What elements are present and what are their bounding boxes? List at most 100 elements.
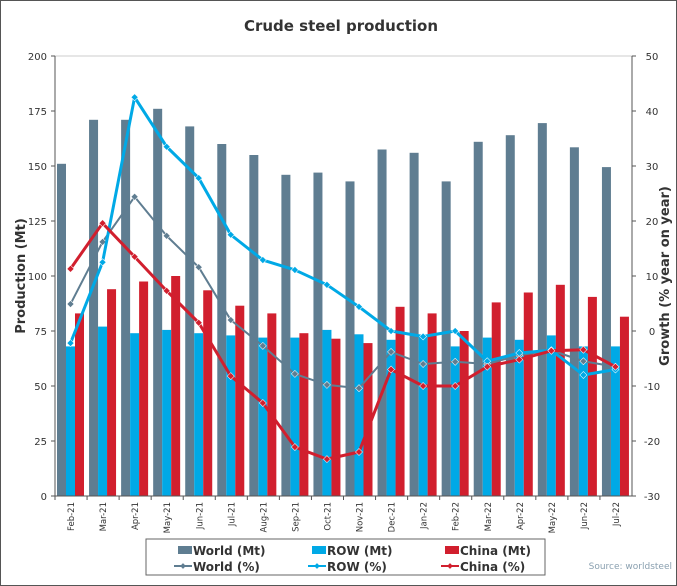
- point-china-sep-21: [290, 443, 299, 451]
- point-china-jul-21: [226, 372, 235, 380]
- point-world-may-21: [162, 231, 171, 240]
- x-tick-label: Feb-22: [452, 502, 462, 531]
- point-row-feb-22: [451, 327, 460, 335]
- x-tick-label: Jan-22: [420, 502, 430, 530]
- x-tick-label: May-21: [163, 502, 173, 533]
- bar-row-mt-jul-22: [610, 346, 620, 496]
- bar-china-mt-jul-21: [235, 305, 245, 496]
- legend-marker: [447, 563, 453, 569]
- point-row-may-21: [162, 142, 171, 151]
- source-note: Source: worldsteel: [589, 562, 672, 572]
- bar-world-mt-oct-21: [313, 172, 323, 496]
- bar-world-mt-jun-22: [569, 147, 579, 497]
- bar-china-mt-jun-22: [587, 296, 597, 496]
- bar-row-mt-jul-21: [226, 335, 236, 496]
- bar-row-mt-apr-21: [130, 333, 140, 496]
- bar-row-mt-mar-21: [98, 326, 108, 496]
- point-row-jul-21: [226, 230, 235, 239]
- point-world-sep-21: [290, 370, 299, 378]
- bar-world-mt-may-21: [153, 108, 163, 497]
- point-world-jun-22: [579, 357, 588, 366]
- x-tick-label: Mar-21: [99, 502, 109, 531]
- y2-tick-label: 20: [646, 217, 659, 228]
- point-row-jun-22: [579, 371, 588, 379]
- bar-china-mt-may-21: [171, 276, 181, 496]
- x-tick-label: Apr-21: [131, 502, 141, 530]
- point-china-feb-21: [66, 264, 75, 273]
- bar-china-mt-apr-21: [139, 281, 149, 496]
- point-world-jul-21: [226, 316, 235, 324]
- y-tick-label: 0: [41, 492, 47, 503]
- bar-world-mt-mar-22: [473, 141, 483, 497]
- y2-tick-label: 10: [646, 272, 659, 283]
- y-tick-label: 50: [34, 382, 47, 393]
- point-world-feb-21: [66, 300, 75, 308]
- point-row-sep-21: [290, 266, 299, 274]
- x-tick-label: Aug-21: [259, 502, 269, 532]
- bar-world-mt-jul-22: [601, 167, 611, 496]
- x-tick-label: Jul-22: [612, 502, 622, 527]
- point-row-nov-21: [355, 302, 363, 311]
- bar-china-mt-feb-22: [459, 331, 469, 496]
- y2-tick-label: 0: [649, 327, 655, 338]
- y-tick-label: 200: [28, 52, 47, 63]
- bar-row-mt-may-22: [546, 335, 556, 496]
- y-tick-label: 175: [28, 107, 47, 118]
- y-tick-label: 125: [28, 217, 47, 228]
- point-china-may-21: [162, 286, 171, 295]
- legend-swatch: [178, 546, 192, 554]
- point-world-aug-21: [258, 341, 267, 350]
- bar-china-mt-apr-22: [523, 292, 533, 496]
- point-world-jan-22: [419, 360, 428, 368]
- x-tick-label: Oct-21: [323, 502, 333, 531]
- point-row-oct-21: [323, 280, 331, 289]
- point-china-jul-22: [611, 362, 620, 371]
- point-china-jan-22: [419, 382, 428, 390]
- point-world-dec-21: [387, 348, 395, 356]
- x-tick-label: Jun-22: [580, 502, 590, 530]
- bar-china-mt-nov-21: [363, 343, 373, 496]
- bar-row-mt-aug-21: [258, 337, 268, 496]
- bar-china-mt-mar-22: [491, 302, 501, 496]
- point-world-oct-21: [323, 381, 331, 389]
- legend-box: [145, 538, 546, 576]
- x-tick-label: Nov-21: [356, 502, 366, 532]
- point-world-jun-21: [194, 263, 203, 272]
- bar-china-mt-jun-21: [203, 290, 213, 496]
- bar-row-mt-feb-22: [450, 346, 460, 496]
- point-china-jun-22: [579, 345, 588, 354]
- bar-china-mt-jul-22: [619, 316, 629, 496]
- point-china-nov-21: [355, 448, 363, 456]
- point-row-aug-21: [258, 256, 267, 264]
- legend-label: China (Mt): [460, 544, 531, 558]
- point-china-apr-21: [130, 252, 139, 261]
- point-china-mar-22: [483, 362, 492, 371]
- bar-row-mt-may-21: [162, 329, 172, 496]
- chart-title: Crude steel production: [244, 17, 438, 35]
- bar-world-mt-apr-22: [505, 135, 515, 496]
- point-row-apr-22: [515, 349, 524, 357]
- legend-label: China (%): [460, 560, 525, 574]
- legend-label: World (Mt): [193, 544, 266, 558]
- x-tick-label: Feb-21: [67, 502, 77, 531]
- x-tick-label: Jun-21: [195, 502, 205, 530]
- line-row-: [69, 95, 616, 377]
- legend-swatch: [445, 546, 459, 554]
- y2-tick-label: 50: [646, 52, 659, 63]
- y-tick-label: 75: [34, 327, 47, 338]
- bar-world-mt-feb-21: [57, 163, 66, 497]
- bar-row-mt-nov-21: [354, 334, 364, 496]
- line-china-: [69, 221, 617, 461]
- point-china-may-22: [547, 346, 556, 355]
- y-tick-label: 25: [34, 437, 47, 448]
- bar-china-mt-aug-21: [267, 313, 277, 496]
- point-row-mar-22: [483, 357, 492, 366]
- point-row-apr-21: [130, 93, 139, 102]
- point-world-mar-21: [98, 238, 107, 246]
- bar-china-mt-oct-21: [331, 338, 341, 496]
- bar-china-mt-sep-21: [299, 333, 309, 496]
- y-axis-label: Production (Mt): [14, 218, 29, 334]
- y-tick-label: 150: [28, 162, 47, 173]
- legend-swatch: [312, 546, 326, 554]
